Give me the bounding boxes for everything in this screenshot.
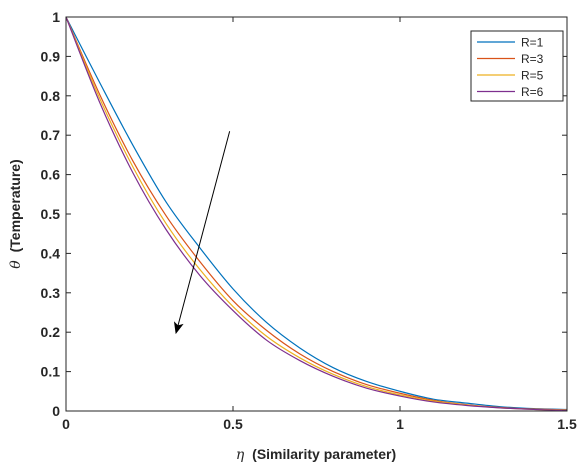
series-line-1	[65, 16, 568, 411]
x-axis-symbol: η	[236, 447, 245, 463]
y-tick-label: 0.4	[41, 245, 61, 261]
legend-label-4: R=6	[521, 85, 544, 99]
legend-entries: R=1 R=3 R=5 R=6	[477, 36, 544, 99]
y-tick-label: 0.8	[41, 88, 61, 104]
y-tick-label: 0.9	[41, 48, 61, 64]
y-axis-text: (Temperature)	[7, 159, 23, 252]
x-axis-text: (Similarity parameter)	[252, 446, 396, 462]
y-tick-label: 0.2	[41, 324, 61, 340]
y-tick-label: 0.5	[41, 206, 61, 222]
y-tick-label: 1	[52, 9, 60, 25]
legend: R=1 R=3 R=5 R=6	[470, 30, 564, 102]
x-tick-label: 1	[396, 416, 404, 432]
legend-label-3: R=5	[521, 69, 544, 83]
y-axis-symbol: θ	[8, 260, 24, 269]
x-tick-label: 1.5	[557, 416, 577, 432]
y-tick-label: 0	[52, 403, 60, 419]
series-layer	[65, 16, 568, 411]
trend-arrow	[173, 131, 231, 335]
x-tick-label: 0.5	[223, 416, 243, 432]
x-tick-label: 0	[62, 416, 70, 432]
series-line-4	[65, 16, 568, 411]
annotation-layer	[173, 131, 231, 335]
y-axis-label: θ (Temperature)	[7, 159, 24, 268]
legend-box	[470, 30, 564, 102]
y-tick-label: 0.7	[41, 127, 61, 143]
x-axis-label: η (Similarity parameter)	[236, 446, 396, 463]
y-tick-label: 0.1	[41, 364, 61, 380]
legend-label-1: R=1	[521, 36, 544, 50]
legend-label-2: R=3	[521, 52, 544, 66]
y-tick-label: 0.3	[41, 285, 61, 301]
axis-ticks: 0 0.5 1 1.5 0 0.1 0.2 0.3 0.4 0.5 0.6 0.7 0.8 0.9 1	[41, 9, 577, 432]
y-tick-label: 0.6	[41, 167, 61, 183]
